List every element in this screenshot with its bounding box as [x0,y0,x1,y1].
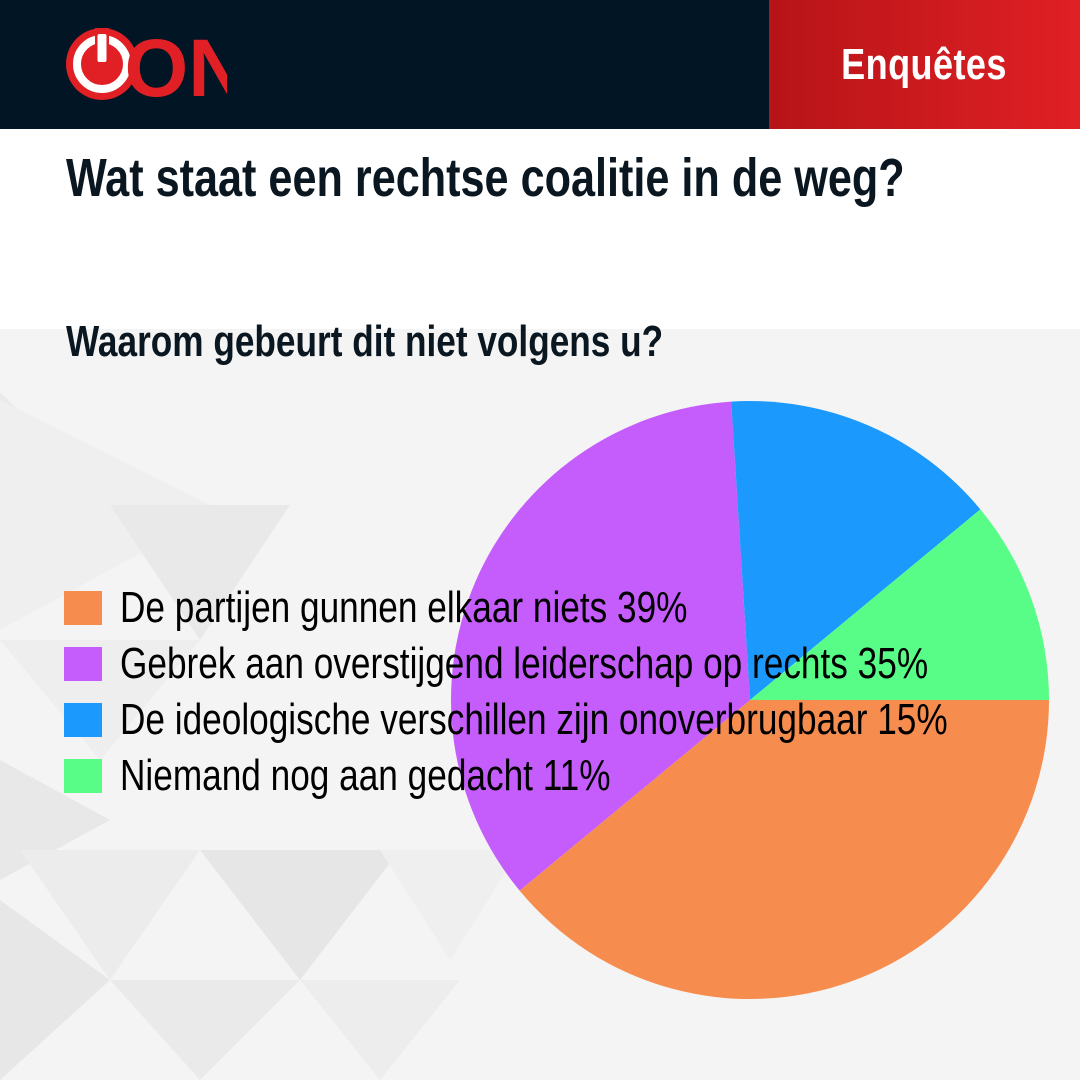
pie-slice [750,509,1049,700]
header-bar: ON Enquêtes [0,0,1080,129]
power-icon [66,28,138,100]
legend-item: De partijen gunnen elkaar niets 39% [64,580,1080,636]
page-title: Wat staat een rechtse coalitie in de weg… [66,148,905,208]
legend-item: De ideologische verschillen zijn onoverb… [64,692,1080,748]
pie-slice [450,401,750,891]
legend-item: Niemand nog aan gedacht 11% [64,748,1080,804]
section-tab[interactable]: Enquêtes [769,0,1080,129]
pie-slice [519,700,1049,1000]
legend-swatch [64,591,102,625]
legend-label: De partijen gunnen elkaar niets 39% [120,583,688,632]
legend-swatch [64,759,102,793]
pie-slice [731,400,981,700]
legend-label: Niemand nog aan gedacht 11% [120,751,611,800]
legend-item: Gebrek aan overstijgend leiderschap op r… [64,636,1080,692]
logo-letter: ON [125,23,228,110]
legend-swatch [64,647,102,681]
chart-question: Waarom gebeurt dit niet volgens u? [66,317,664,366]
legend-swatch [64,703,102,737]
legend-label: De ideologische verschillen zijn onoverb… [120,695,948,744]
brand-logo[interactable]: ON [62,20,227,110]
title-band [0,129,1080,329]
legend-label: Gebrek aan overstijgend leiderschap op r… [120,639,929,688]
section-label: Enquêtes [841,39,1008,89]
chart-legend: De partijen gunnen elkaar niets 39% Gebr… [64,580,1080,804]
